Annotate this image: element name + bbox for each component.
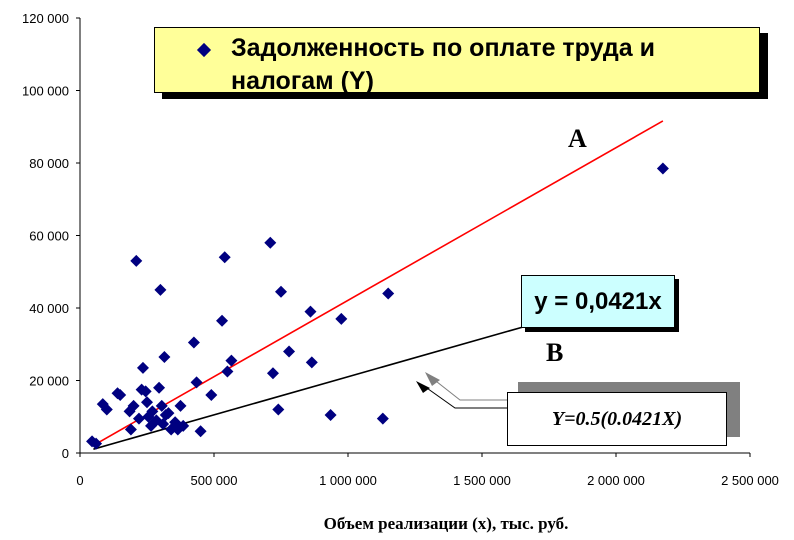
- data-point: [264, 236, 277, 249]
- data-point: [225, 354, 238, 367]
- callout-connector-upper: [431, 377, 519, 401]
- y-tick-label: 20 000: [29, 374, 69, 389]
- data-point: [656, 162, 669, 175]
- data-point: [382, 287, 395, 300]
- data-point: [177, 419, 190, 432]
- data-point: [376, 412, 389, 425]
- data-point: [139, 385, 152, 398]
- data-point: [154, 283, 167, 296]
- trend-line-a: [93, 120, 664, 447]
- y-tick-label: 60 000: [29, 229, 69, 244]
- line-b-label: B: [546, 338, 563, 367]
- data-point: [157, 418, 170, 430]
- data-point: [304, 305, 317, 318]
- data-point: [216, 314, 229, 327]
- y-tick-label: 100 000: [22, 84, 69, 99]
- data-point: [146, 405, 159, 418]
- callout-connector-lower: [423, 385, 507, 409]
- data-point: [221, 365, 234, 378]
- data-point: [305, 356, 318, 369]
- data-point: [132, 412, 145, 425]
- y-tick-label: 0: [62, 446, 69, 461]
- data-point: [155, 399, 168, 412]
- x-tick-label: 1 000 000: [319, 473, 377, 488]
- data-point: [187, 336, 200, 349]
- x-tick-label: 2 000 000: [587, 473, 645, 488]
- data-point: [194, 425, 207, 438]
- data-point: [100, 403, 113, 416]
- callout-arrow-upper: [425, 372, 440, 386]
- equation-box-a: y = 0,0421x: [521, 275, 675, 328]
- data-point: [272, 403, 285, 416]
- data-point: [266, 367, 279, 380]
- diamond-marker-icon: [196, 42, 212, 58]
- data-point: [335, 312, 348, 325]
- data-point: [153, 381, 166, 394]
- data-point: [162, 407, 175, 420]
- x-tick-label: 500 000: [191, 473, 238, 488]
- y-tick-label: 80 000: [29, 156, 69, 171]
- data-point: [190, 376, 203, 389]
- data-point: [218, 251, 231, 264]
- trend-line-b: [93, 326, 523, 450]
- data-point: [141, 396, 153, 409]
- equation-box-b: Y=0.5(0.0421X): [507, 392, 727, 446]
- data-point: [205, 389, 218, 401]
- callout-arrow-lower: [416, 381, 430, 393]
- data-point: [275, 285, 287, 298]
- x-axis-title: Объем реализации (x), тыс. руб.: [324, 514, 569, 533]
- data-point: [90, 437, 103, 450]
- data-point: [124, 423, 137, 436]
- data-point: [130, 254, 143, 267]
- legend: Задолженность по оплате труда и налогам …: [154, 27, 760, 93]
- data-point: [127, 399, 140, 412]
- data-point: [324, 408, 337, 421]
- legend-label: Задолженность по оплате труда и налогам …: [231, 34, 655, 93]
- y-tick-label: 40 000: [29, 301, 69, 316]
- data-point: [136, 361, 149, 374]
- line-a-label: A: [568, 124, 587, 153]
- y-tick-label: 120 000: [22, 11, 69, 26]
- x-tick-label: 2 500 000: [721, 473, 779, 488]
- data-point: [158, 350, 171, 363]
- x-tick-label: 1 500 000: [453, 473, 511, 488]
- data-point: [283, 345, 296, 358]
- data-point: [114, 389, 127, 401]
- data-point: [174, 399, 187, 412]
- x-tick-label: 0: [76, 473, 83, 488]
